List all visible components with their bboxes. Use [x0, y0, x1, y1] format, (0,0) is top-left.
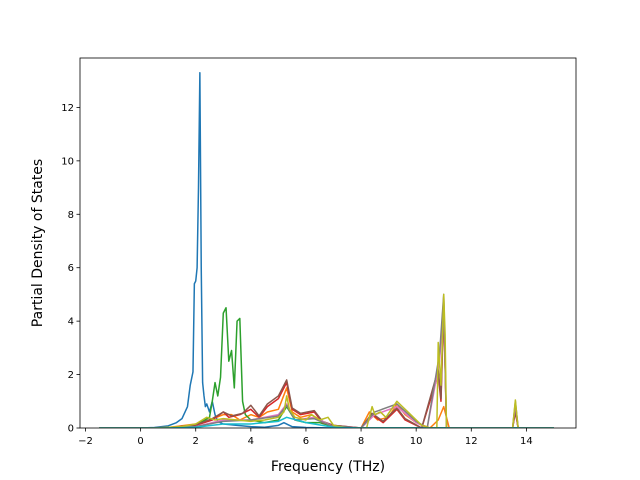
y-tick-label: 2 [68, 370, 74, 381]
series-line-7 [99, 293, 554, 428]
y-tick-label: 4 [68, 317, 74, 328]
y-tick-label: 12 [61, 103, 74, 114]
series-line-1 [99, 71, 554, 428]
y-tick-label: 8 [68, 210, 74, 221]
x-tick-label: 12 [465, 436, 478, 447]
series-line-5 [99, 299, 554, 428]
y-tick-label: 0 [68, 424, 74, 435]
y-axis-ticks: 0 2 4 6 8 10 12 [61, 103, 80, 435]
x-axis-ticks: −2 0 2 4 6 8 10 12 14 [78, 428, 533, 447]
series-line-4 [99, 307, 554, 428]
series-line-6 [99, 296, 554, 428]
x-axis-label: Frequency (THz) [271, 459, 385, 475]
y-axis-label: Partial Density of States [30, 159, 46, 327]
x-tick-label: 2 [193, 436, 199, 447]
series-line-9 [99, 416, 554, 428]
x-tick-label: 10 [410, 436, 423, 447]
plot-frame [79, 57, 577, 429]
x-tick-label: −2 [78, 436, 93, 447]
y-tick-label: 10 [61, 156, 74, 167]
x-tick-label: 6 [303, 436, 309, 447]
series-line-3 [99, 307, 554, 428]
x-tick-label: 0 [137, 436, 143, 447]
series-line-8 [99, 293, 554, 428]
series-lines-layer [99, 71, 554, 428]
y-tick-label: 6 [68, 263, 74, 274]
x-tick-label: 8 [358, 436, 364, 447]
series-line-2 [99, 387, 554, 428]
x-tick-label: 14 [520, 436, 533, 447]
x-tick-label: 4 [248, 436, 254, 447]
